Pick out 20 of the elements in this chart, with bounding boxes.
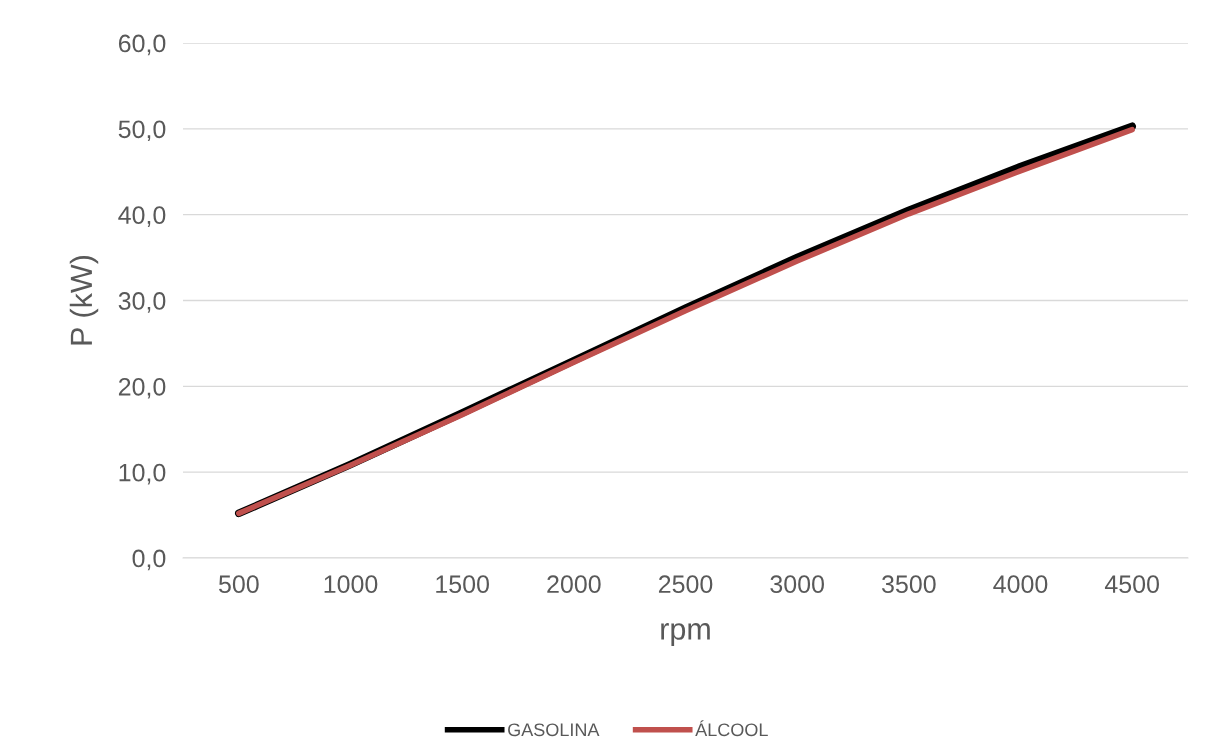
x-tick-label: 1000 xyxy=(324,575,378,594)
y-tick-label: 40,0 xyxy=(118,206,166,227)
y-axis-title: P (kW) xyxy=(69,256,99,345)
y-tick-label: 10,0 xyxy=(119,463,166,485)
x-tick-label: 4000 xyxy=(993,575,1048,594)
y-tick-label: 50,0 xyxy=(118,120,166,142)
legend-label: ÁLCOOL xyxy=(695,720,768,737)
x-axis-title: rpm xyxy=(661,623,710,646)
x-tick-label: 4500 xyxy=(1104,575,1159,594)
y-tick-label: 0,0 xyxy=(132,549,166,571)
x-tick-label: 2500 xyxy=(658,575,713,594)
y-tick-label: 30,0 xyxy=(118,292,166,313)
legend-label: GASOLINA xyxy=(508,723,600,737)
x-tick-label: 3000 xyxy=(770,575,824,594)
x-tick-label: 2000 xyxy=(547,575,601,594)
y-tick-label: 20,0 xyxy=(118,377,166,399)
x-tick-label: 500 xyxy=(218,575,259,594)
x-tick-label: 3500 xyxy=(881,575,936,594)
y-tick-label: 60,0 xyxy=(118,34,166,56)
x-tick-label: 1500 xyxy=(436,575,489,594)
